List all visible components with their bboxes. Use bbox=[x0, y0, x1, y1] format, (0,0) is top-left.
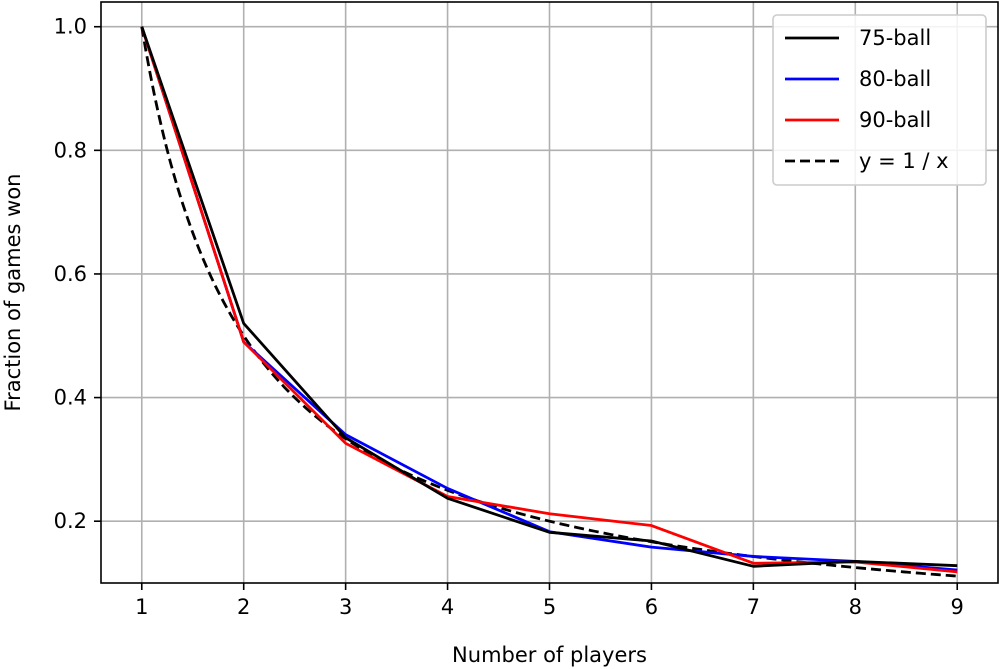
x-tick-label: 2 bbox=[237, 595, 250, 619]
y-tick-label: 0.2 bbox=[54, 509, 87, 533]
x-tick-label: 4 bbox=[441, 595, 454, 619]
y-tick-label: 1.0 bbox=[54, 15, 87, 39]
series-line-3 bbox=[140, 26, 958, 578]
y-axis-label: Fraction of games won bbox=[1, 174, 25, 412]
x-tick-label: 3 bbox=[339, 595, 352, 619]
legend-label: 80-ball bbox=[859, 67, 931, 91]
x-tick-label: 7 bbox=[747, 595, 760, 619]
legend-label: 90-ball bbox=[859, 108, 931, 132]
legend-label: 75-ball bbox=[859, 26, 931, 50]
x-tick-label: 9 bbox=[951, 595, 964, 619]
legend-label: y = 1 / x bbox=[859, 149, 949, 173]
legend: 75-ball 80-ball 90-ball y = 1 / x bbox=[772, 14, 987, 186]
y-tick-label: 0.6 bbox=[54, 262, 87, 286]
y-tick-label: 0.4 bbox=[54, 386, 87, 410]
x-tick-label: 5 bbox=[543, 595, 556, 619]
x-tick-label: 6 bbox=[645, 595, 658, 619]
y-tick-label: 0.8 bbox=[54, 138, 87, 162]
x-tick-label: 1 bbox=[135, 595, 148, 619]
axis-ticks: 1 2 3 4 5 6 7 8 9 0.2 0.4 0.6 0.8 1.0 bbox=[54, 15, 964, 619]
x-tick-label: 8 bbox=[849, 595, 862, 619]
legend-box bbox=[772, 14, 987, 186]
series-line-0 bbox=[140, 26, 958, 568]
x-axis-label: Number of players bbox=[452, 643, 647, 667]
series-lines bbox=[140, 26, 958, 578]
